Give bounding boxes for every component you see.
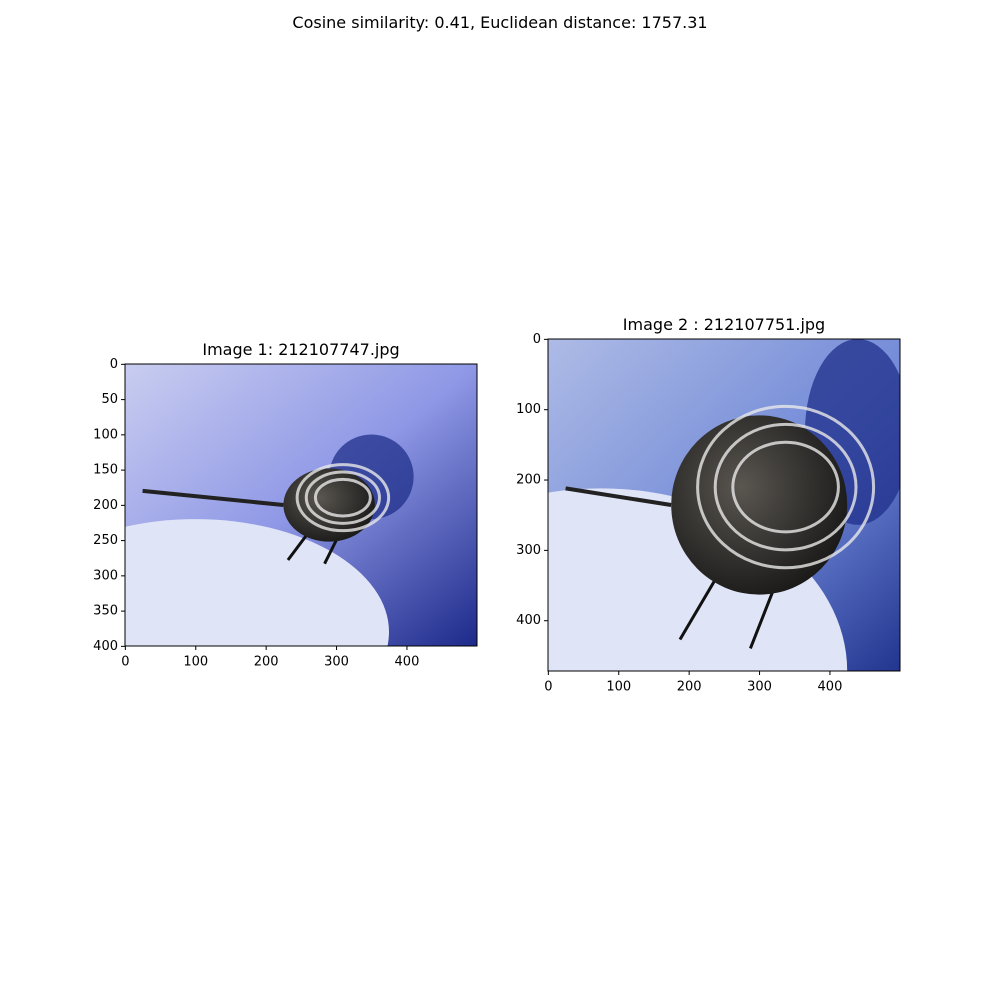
- subplot: Image 2 : 212107751.jpg 0 100 200 300 400 0 100…: [516, 315, 901, 695]
- y-tick-label: 100: [516, 402, 541, 417]
- axes-frame: [547, 338, 901, 672]
- x-tick-label: 400: [818, 680, 843, 695]
- x-tick-label: 100: [606, 680, 631, 695]
- subplot-title: Image 2 : 212107751.jpg: [623, 315, 825, 334]
- bee-body: [671, 415, 848, 595]
- y-tick-label: 250: [93, 533, 118, 548]
- figure-title: Cosine similarity: 0.41, Euclidean dista…: [292, 13, 707, 32]
- x-tick-label: 0: [544, 680, 552, 695]
- y-tick-label: 100: [93, 427, 118, 442]
- y-tick-label: 200: [516, 473, 541, 488]
- x-tick-label: 200: [254, 655, 279, 670]
- y-tick-label: 350: [93, 604, 118, 619]
- photo: [548, 339, 900, 671]
- y-tick-label: 50: [101, 392, 118, 407]
- y-tick-label: 400: [516, 613, 541, 628]
- x-tick-label: 300: [747, 680, 772, 695]
- bee-stripe: [295, 463, 391, 533]
- y-tick-label: 0: [533, 332, 541, 347]
- y-tick-label: 400: [93, 639, 118, 654]
- leg: [565, 486, 672, 507]
- subplot-title: Image 1: 212107747.jpg: [202, 340, 399, 359]
- leg: [142, 488, 284, 507]
- x-tick-label: 200: [677, 680, 702, 695]
- x-tick-label: 300: [324, 655, 349, 670]
- finger: [125, 519, 389, 646]
- bee-stripe: [313, 477, 372, 518]
- y-tick-label: 300: [93, 568, 118, 583]
- bee-stripe: [713, 422, 858, 552]
- bee-stripe: [696, 404, 876, 570]
- x-tick-label: 400: [395, 655, 420, 670]
- y-tick-label: 150: [93, 463, 118, 478]
- bee-stripe: [731, 440, 840, 534]
- y-tick-label: 200: [93, 498, 118, 513]
- finger: [548, 488, 848, 671]
- x-tick-label: 100: [183, 655, 208, 670]
- x-tick-label: 0: [121, 655, 129, 670]
- bee-stripe: [304, 470, 381, 525]
- y-tick-label: 300: [516, 543, 541, 558]
- y-tick-label: 0: [110, 357, 118, 372]
- photo: [125, 364, 477, 646]
